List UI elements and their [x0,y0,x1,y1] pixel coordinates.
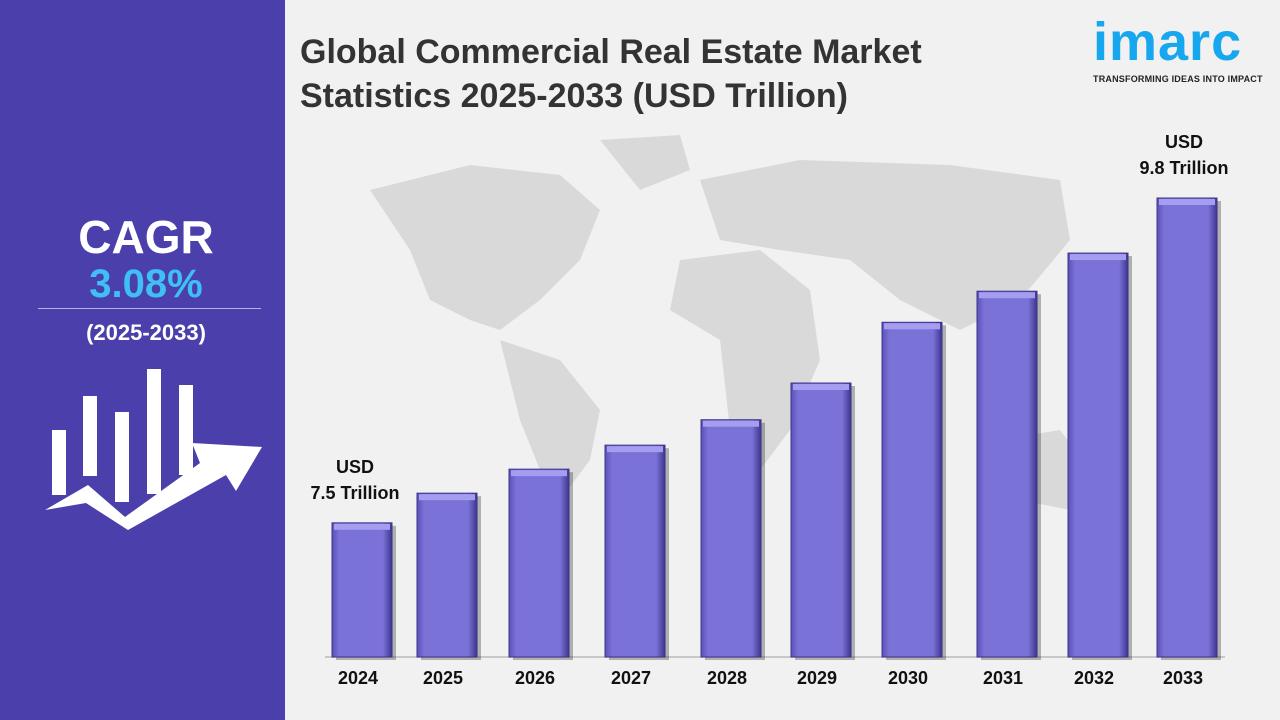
bar-2025 [416,492,478,658]
x-tick-label: 2026 [515,668,555,688]
bar-highlight [607,446,663,453]
x-tick-label: 2032 [1074,668,1114,688]
x-tick-label: 2029 [797,668,837,688]
annotation-value: 9.8 Trillion [1139,158,1228,178]
sidebar-panel: CAGR 3.08% (2025-2033) [0,0,285,720]
growth-chart-arrow-icon [45,369,262,530]
bar-2030 [881,321,943,658]
bar-highlight [334,523,390,530]
bar-highlight [419,494,475,501]
chart-title: Global Commercial Real Estate Market Sta… [300,33,922,115]
cagr-period: (2025-2033) [86,320,206,345]
x-tick-label: 2028 [707,668,747,688]
x-tick-label: 2030 [888,668,928,688]
bar-2024 [331,522,393,658]
bar-highlight [884,323,940,330]
annotation-currency: USD [1165,132,1203,152]
bar-highlight [979,292,1035,299]
bar-highlight [511,470,567,477]
imarc-logo: imarc TRANSFORMING IDEAS INTO IMPACT [1093,10,1263,84]
bar-2027 [604,444,666,658]
bar-2029 [790,382,852,658]
bar-2031 [976,290,1038,658]
cagr-label: CAGR [78,211,214,263]
cagr-value: 3.08% [89,262,203,306]
bar-2028 [700,419,762,658]
bar-highlight [1070,254,1126,261]
x-tick-label: 2033 [1163,668,1203,688]
x-tick-label: 2031 [983,668,1023,688]
logo-tagline: TRANSFORMING IDEAS INTO IMPACT [1093,74,1263,84]
logo-word: imarc [1093,12,1243,72]
x-tick-label: 2027 [611,668,651,688]
x-tick-label: 2025 [423,668,463,688]
bar-2033 [1156,197,1218,658]
x-tick-label: 2024 [338,668,378,688]
bar-highlight [1159,199,1215,205]
annotation-currency: USD [336,457,374,477]
bar-2032 [1067,252,1129,658]
bar-highlight [703,420,759,427]
bar-highlight [793,384,849,391]
bar-2026 [508,468,570,658]
divider [38,308,261,309]
annotation-value: 7.5 Trillion [310,483,399,503]
